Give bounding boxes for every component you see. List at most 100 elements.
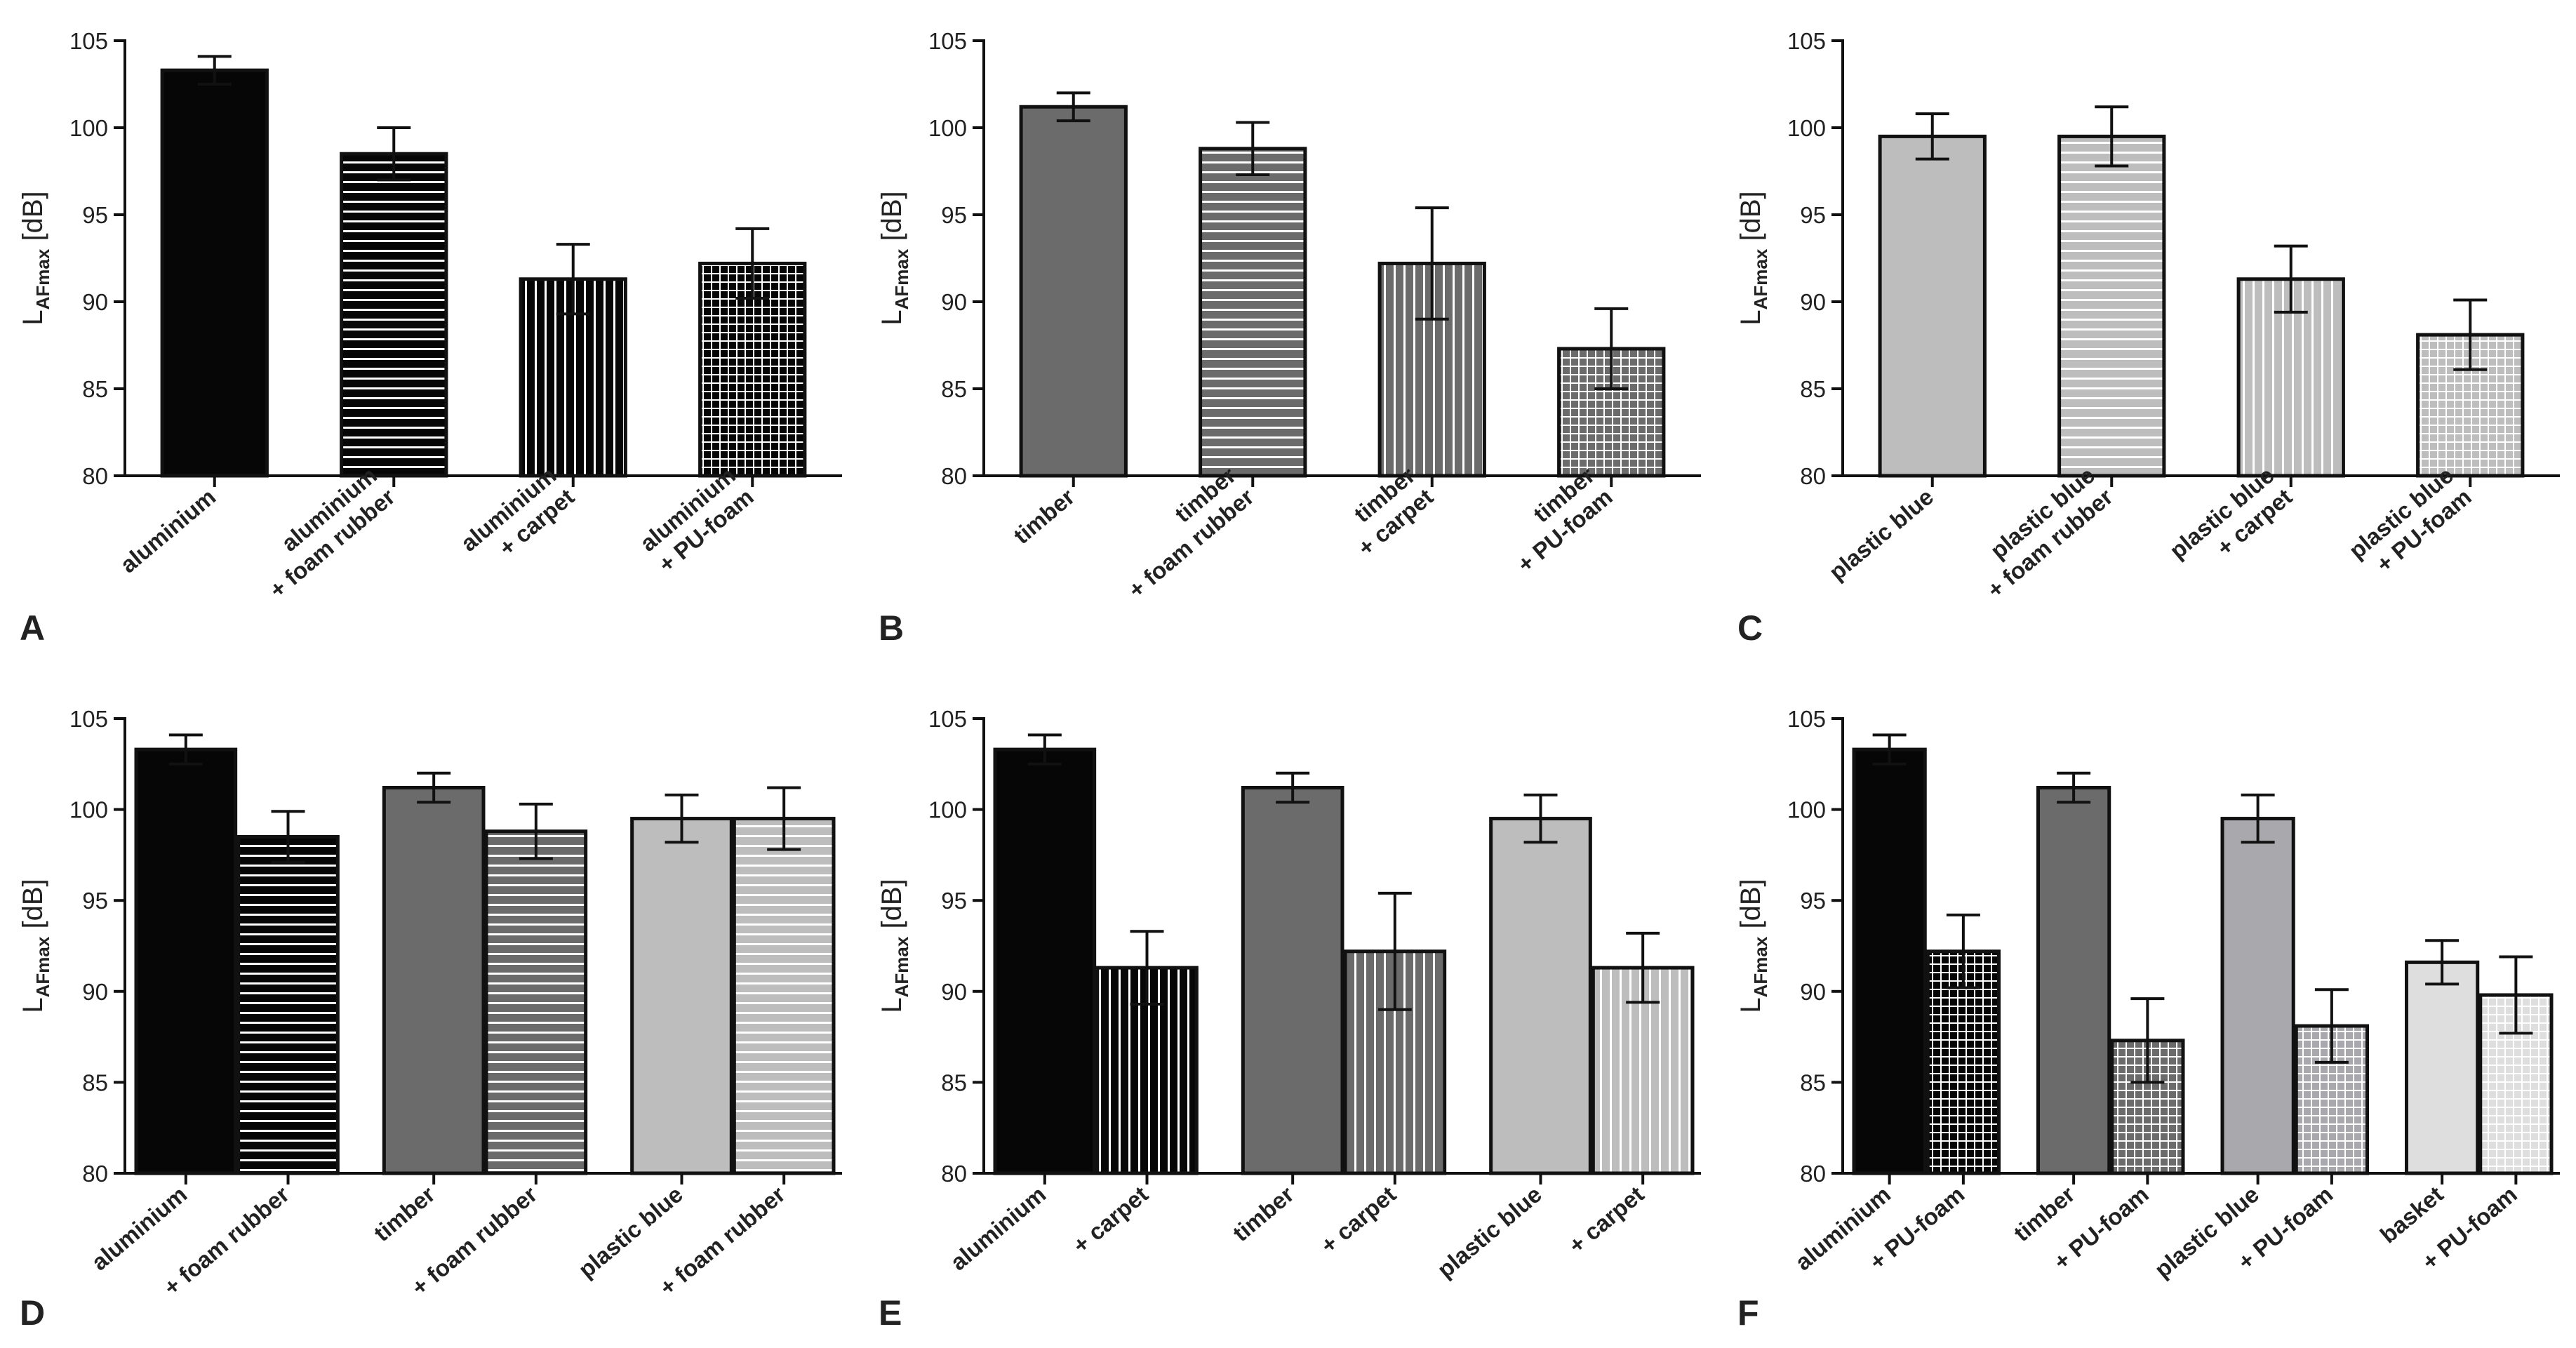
y-tick-label: 100 — [1787, 797, 1826, 823]
y-axis-label: LAFmax [dB] — [876, 879, 912, 1013]
y-axis-label-subscript: AFmax — [1750, 936, 1771, 997]
x-tick-label-line: timber — [1008, 483, 1079, 549]
y-tick-label: 105 — [69, 28, 108, 54]
y-axis-label-subscript: AFmax — [32, 248, 53, 309]
bar — [1852, 747, 1927, 1175]
y-tick-label: 90 — [1800, 979, 1826, 1005]
y-tick-label: 105 — [928, 706, 967, 732]
y-axis-label-symbol: L — [876, 997, 907, 1013]
y-tick-label: 80 — [1800, 1161, 1826, 1187]
y-tick-label: 105 — [1787, 706, 1826, 732]
panel-letter: B — [879, 608, 904, 648]
y-tick-label: 80 — [82, 1161, 108, 1187]
panel-a: LAFmax [dB] 80 85 90 95 100 105 aluminium alumin… — [0, 0, 858, 674]
panel-letter: E — [879, 1293, 902, 1333]
y-axis-label-symbol: L — [1735, 997, 1766, 1013]
y-tick-label: 100 — [928, 797, 967, 823]
y-axis-label: LAFmax [dB] — [1735, 879, 1771, 1013]
y-tick-label: 100 — [69, 797, 108, 823]
y-tick-label: 80 — [1800, 463, 1826, 489]
x-tick-label: timber — [369, 1181, 440, 1246]
x-tick-label: timber — [1008, 483, 1079, 549]
y-tick-label: 90 — [82, 979, 108, 1005]
x-tick-label: timber+ foam rubber — [1105, 462, 1259, 603]
panel-letter: A — [20, 608, 45, 648]
panel-c: LAFmax [dB] 80 85 90 95 100 105 plastic blue pla… — [1718, 0, 2576, 674]
x-tick-label: plastic blue+ PU-foam — [2344, 462, 2476, 585]
x-tick-label: + carpet — [1316, 1181, 1401, 1258]
x-tick-label: + carpet — [1068, 1181, 1153, 1258]
x-tick-label: + carpet — [1563, 1181, 1648, 1258]
x-tick-label-line: aluminium — [86, 1181, 192, 1275]
bar — [2220, 817, 2295, 1175]
bar — [993, 747, 1097, 1175]
y-axis-label-symbol: L — [1735, 309, 1766, 325]
y-tick-label: 90 — [1800, 289, 1826, 315]
panel-c-chart: LAFmax [dB] 80 85 90 95 100 105 plastic blue pla… — [1735, 28, 2560, 648]
y-tick-label: 100 — [928, 115, 967, 141]
y-tick-label: 85 — [1800, 376, 1826, 402]
y-tick-label: 95 — [82, 202, 108, 228]
y-tick-label: 100 — [1787, 115, 1826, 141]
y-tick-label: 100 — [69, 115, 108, 141]
y-axis-label: LAFmax [dB] — [18, 191, 53, 325]
x-tick-label: plastic blue+ foam rubber — [1964, 462, 2118, 603]
x-tick-label-line: aluminium — [115, 483, 220, 578]
y-axis-label-unit: [dB] — [876, 191, 907, 248]
x-tick-label: timber — [1228, 1181, 1299, 1246]
x-tick-label: aluminium+ foam rubber — [246, 462, 400, 603]
x-tick-label-line: plastic blue — [1432, 1181, 1547, 1283]
y-tick-label: 95 — [1800, 202, 1826, 228]
bar — [1241, 785, 1344, 1175]
y-tick-label: 90 — [941, 289, 967, 315]
x-tick-label: aluminium+ PU-foam — [635, 462, 759, 578]
y-axis-label-subscript: AFmax — [891, 248, 912, 309]
x-tick-label: plastic blue — [1824, 483, 1938, 585]
x-tick-label: aluminium — [945, 1181, 1050, 1275]
x-tick-label-line: plastic blue — [1824, 483, 1938, 585]
y-tick-label: 85 — [82, 1069, 108, 1095]
panel-a-chart: LAFmax [dB] 80 85 90 95 100 105 aluminium alumin… — [18, 28, 842, 648]
bar — [630, 817, 733, 1175]
bar — [732, 817, 836, 1175]
x-tick-label: plastic blue+ carpet — [2165, 462, 2297, 585]
y-tick-label: 85 — [941, 376, 967, 402]
x-tick-label-line: + carpet — [1068, 1181, 1153, 1258]
y-tick-label: 95 — [1800, 888, 1826, 914]
y-tick-label: 105 — [69, 706, 108, 732]
panel-b-chart: LAFmax [dB] 80 85 90 95 100 105 timber timber+ f… — [876, 28, 1701, 648]
bar — [2057, 134, 2166, 478]
x-tick-label-line: + carpet — [1316, 1181, 1401, 1258]
x-tick-label: aluminium+ carpet — [455, 462, 579, 578]
y-axis-label: LAFmax [dB] — [1735, 191, 1771, 325]
panel-b: LAFmax [dB] 80 85 90 95 100 105 timber timber+ f… — [859, 0, 1717, 674]
bar — [1199, 147, 1307, 478]
y-tick-label: 105 — [928, 28, 967, 54]
x-tick-label-line: + carpet — [1563, 1181, 1648, 1258]
panel-letter: D — [20, 1293, 45, 1333]
bar — [134, 747, 238, 1175]
x-tick-label: aluminium — [115, 483, 220, 578]
y-tick-label: 80 — [941, 1161, 967, 1187]
panel-f: LAFmax [dB] 80 85 90 95 100 105 aluminium + PU-f… — [1718, 674, 2576, 1347]
x-tick-label-line: timber — [2009, 1181, 2080, 1246]
y-tick-label: 95 — [82, 888, 108, 914]
y-tick-label: 95 — [941, 202, 967, 228]
panel-d: LAFmax [dB] 80 85 90 95 100 105 aluminium + foam… — [0, 674, 858, 1347]
y-tick-label: 85 — [1800, 1069, 1826, 1095]
y-tick-label: 105 — [1787, 28, 1826, 54]
y-tick-label: 90 — [82, 289, 108, 315]
bar — [2036, 785, 2111, 1175]
x-tick-label-line: timber — [369, 1181, 440, 1246]
bar — [160, 68, 269, 478]
x-tick-label: plastic blue — [1432, 1181, 1547, 1283]
bar — [2405, 960, 2480, 1175]
y-axis-label-unit: [dB] — [876, 879, 907, 936]
y-axis-label-symbol: L — [18, 997, 48, 1013]
y-axis-label: LAFmax [dB] — [18, 879, 53, 1013]
y-axis-label-subscript: AFmax — [32, 936, 53, 997]
bar — [1878, 134, 1987, 478]
